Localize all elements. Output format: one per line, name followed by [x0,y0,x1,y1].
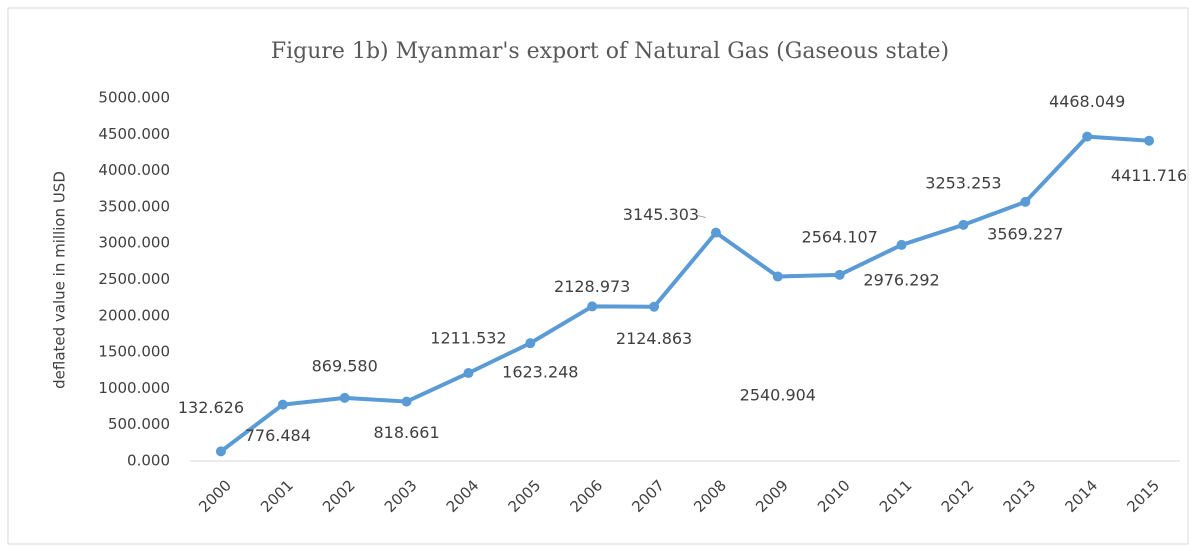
data-point [834,269,845,280]
data-label: 2128.973 [554,277,630,296]
y-tick-label: 4500.000 [98,125,170,143]
data-label: 2976.292 [863,270,939,289]
chart-title: Figure 1b) Myanmar's export of Natural G… [271,39,949,64]
y-tick-label: 3500.000 [98,197,170,215]
data-label: 1623.248 [502,363,578,382]
y-tick-label: 1500.000 [98,343,170,361]
y-axis-label: deflated value in million USD [51,171,69,389]
data-point [277,399,288,410]
data-label: 2540.904 [740,386,816,405]
data-point [1082,131,1093,142]
y-tick-label: 500.000 [108,415,170,433]
data-point [587,301,598,312]
data-point [772,271,783,282]
data-label: 776.484 [245,426,311,445]
data-label: 869.580 [312,356,378,375]
data-point [339,392,350,403]
data-label: 4468.049 [1049,92,1125,111]
data-point [401,396,412,407]
chart-frame [7,7,1189,545]
y-tick-label: 0.000 [127,452,170,470]
data-label: 3253.253 [925,173,1001,192]
data-point [463,368,474,379]
y-tick-label: 2000.000 [98,306,170,324]
series-line [219,134,1150,453]
data-label: 2124.863 [616,329,692,348]
data-label: 132.626 [178,398,244,417]
y-tick-label: 5000.000 [98,89,170,107]
y-tick-label: 1000.000 [98,379,170,397]
data-label: 3145.303 [623,205,699,224]
data-point [1020,196,1031,207]
y-tick-label: 3000.000 [98,234,170,252]
y-tick-label: 4000.000 [98,161,170,179]
data-label: 1211.532 [430,329,506,348]
data-point [525,338,536,349]
data-point [649,301,660,312]
data-point [958,219,969,230]
y-tick-label: 2500.000 [98,270,170,288]
data-label: 3569.227 [987,224,1063,243]
data-label: 4411.716 [1111,166,1187,185]
data-point [896,239,907,250]
data-point [215,446,226,457]
data-point [710,227,721,238]
data-point [1144,135,1155,146]
leader-line [697,215,707,219]
data-label: 818.661 [373,423,439,442]
data-label: 2564.107 [802,227,878,246]
